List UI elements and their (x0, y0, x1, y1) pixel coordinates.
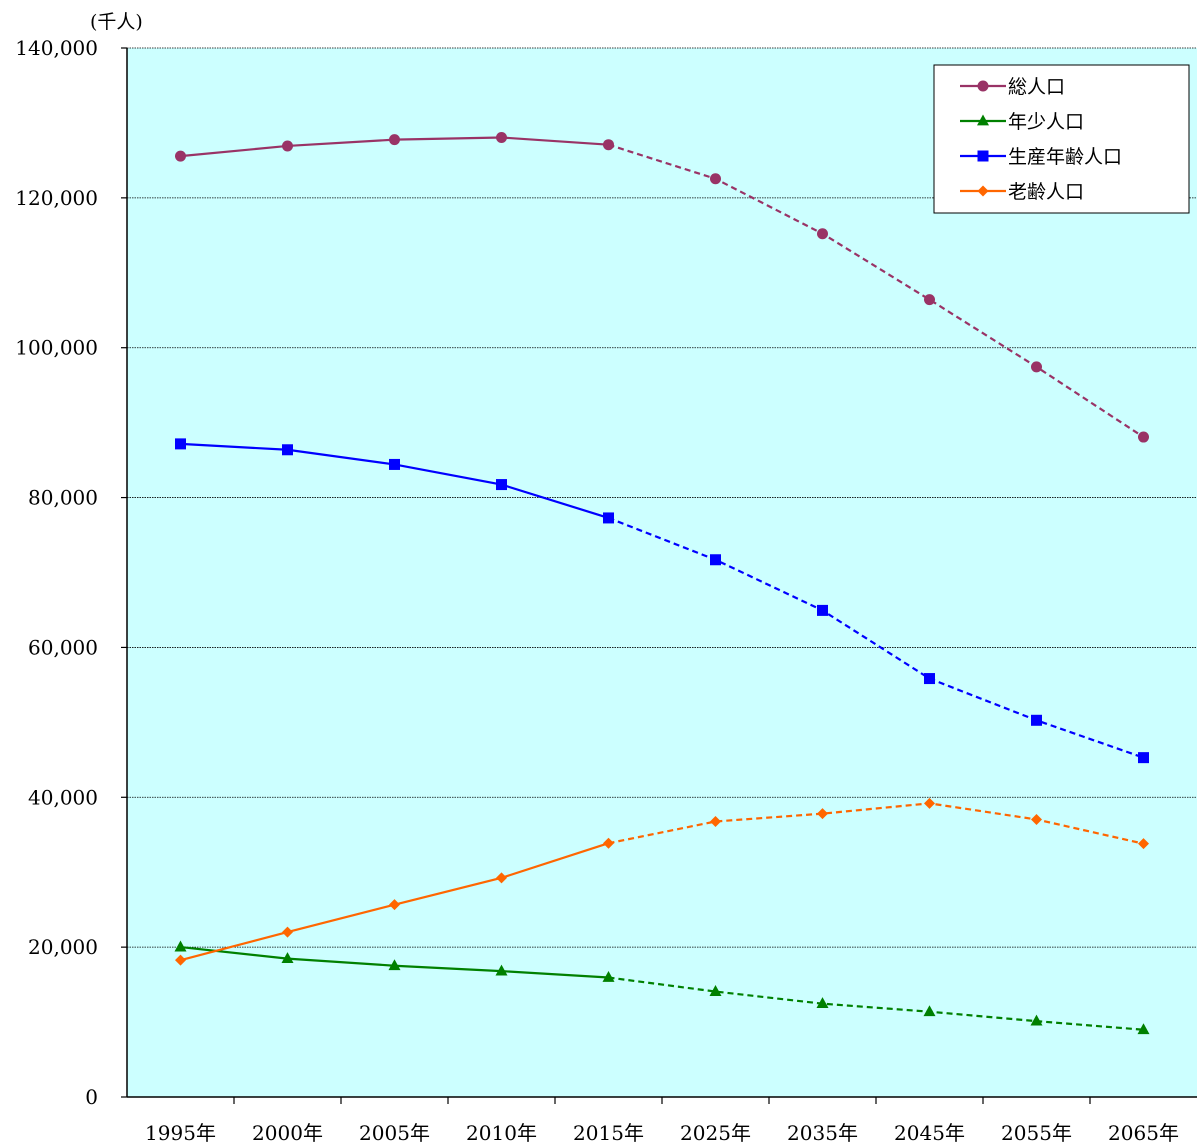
data-point-marker (977, 114, 989, 126)
data-point-marker (603, 512, 614, 524)
series-0 (175, 131, 1149, 443)
legend-item: 年少人口 (960, 111, 1084, 133)
data-point-marker (496, 479, 507, 491)
data-point-marker (388, 959, 401, 971)
y-tick-label: 80,000 (28, 486, 98, 510)
x-tick-label: 2000年 (252, 1121, 323, 1145)
data-point-marker (977, 80, 989, 92)
x-tick-label: 2015年 (573, 1121, 644, 1145)
series-1 (174, 940, 1150, 1035)
y-axis-unit-label: (千人) (90, 11, 143, 33)
legend-label: 生産年齢人口 (1008, 146, 1122, 168)
data-point-marker (496, 872, 507, 884)
y-tick-label: 120,000 (15, 186, 98, 210)
x-tick-label: 2055年 (1001, 1121, 1072, 1145)
data-point-marker (710, 173, 721, 185)
data-point-marker (281, 952, 294, 963)
data-point-marker (816, 997, 829, 1009)
data-point-marker (1031, 714, 1042, 726)
data-point-marker (1031, 813, 1042, 825)
y-tick-label: 60,000 (28, 635, 98, 659)
series-line-projection (608, 802, 1144, 845)
plot-area (127, 48, 1197, 1097)
data-point-marker (282, 926, 293, 938)
data-point-marker (174, 940, 187, 952)
data-point-marker (923, 1005, 936, 1017)
legend-label: 総人口 (1008, 76, 1065, 98)
series-layer (174, 131, 1150, 1035)
data-point-marker (817, 228, 828, 240)
data-point-marker (175, 438, 186, 450)
data-point-marker (1031, 361, 1042, 373)
data-point-marker (1138, 838, 1149, 850)
data-point-marker (924, 673, 935, 685)
data-point-marker (496, 131, 507, 143)
x-tick-label: 2035年 (787, 1121, 858, 1145)
data-point-marker (710, 554, 721, 566)
data-point-marker (389, 458, 400, 470)
data-point-marker (924, 797, 935, 809)
legend-item: 生産年齢人口 (960, 146, 1122, 168)
series-line-projection (608, 143, 1145, 438)
y-tick-label: 40,000 (28, 785, 98, 809)
series-line-projection (608, 516, 1144, 759)
y-tick-label: 20,000 (28, 935, 98, 959)
data-point-marker (977, 185, 989, 197)
data-point-marker (603, 139, 614, 151)
data-point-marker (603, 837, 614, 849)
data-point-marker (175, 954, 186, 966)
gridlines (127, 47, 1197, 948)
data-point-marker (389, 899, 400, 911)
data-point-marker (709, 985, 722, 996)
legend-box (933, 64, 1190, 214)
data-point-marker (710, 815, 721, 827)
data-point-marker (1137, 1023, 1150, 1035)
x-tick-label: 2045年 (894, 1121, 965, 1145)
x-tick-label: 1995年 (145, 1121, 216, 1145)
legend-item: 総人口 (960, 76, 1065, 98)
axes (121, 47, 1197, 1104)
data-point-marker (817, 808, 828, 820)
data-point-marker (602, 971, 615, 982)
series-2 (175, 438, 1149, 764)
x-tick-label: 2010年 (466, 1121, 537, 1145)
data-point-marker (282, 444, 293, 456)
x-tick-label: 2065年 (1108, 1121, 1179, 1145)
data-point-marker (175, 150, 186, 162)
data-point-marker (924, 294, 935, 306)
data-point-marker (1138, 431, 1149, 443)
series-3 (175, 797, 1149, 966)
y-tick-label: 100,000 (15, 336, 98, 360)
data-point-marker (495, 964, 508, 976)
data-point-marker (1138, 752, 1149, 764)
data-point-marker (817, 604, 828, 616)
data-point-marker (977, 150, 989, 162)
legend-label: 年少人口 (1008, 111, 1084, 133)
data-point-marker (389, 134, 400, 146)
data-point-marker (282, 140, 293, 152)
legend-label: 老齢人口 (1008, 181, 1084, 203)
data-point-marker (1030, 1014, 1043, 1026)
y-tick-label: 140,000 (15, 36, 98, 60)
x-tick-labels: 1995年 2000年 2005年 2010年 2015年 2025年 2035年 2045年… (145, 1121, 1179, 1145)
legend-item: 老齢人口 (960, 181, 1084, 203)
x-tick-label: 2005年 (359, 1121, 430, 1145)
y-tick-labels: 0 20,000 40,000 60,000 80,000 100,000 120,000 1… (15, 36, 98, 1109)
y-tick-label: 0 (85, 1085, 98, 1109)
x-tick-label: 2025年 (680, 1121, 751, 1145)
